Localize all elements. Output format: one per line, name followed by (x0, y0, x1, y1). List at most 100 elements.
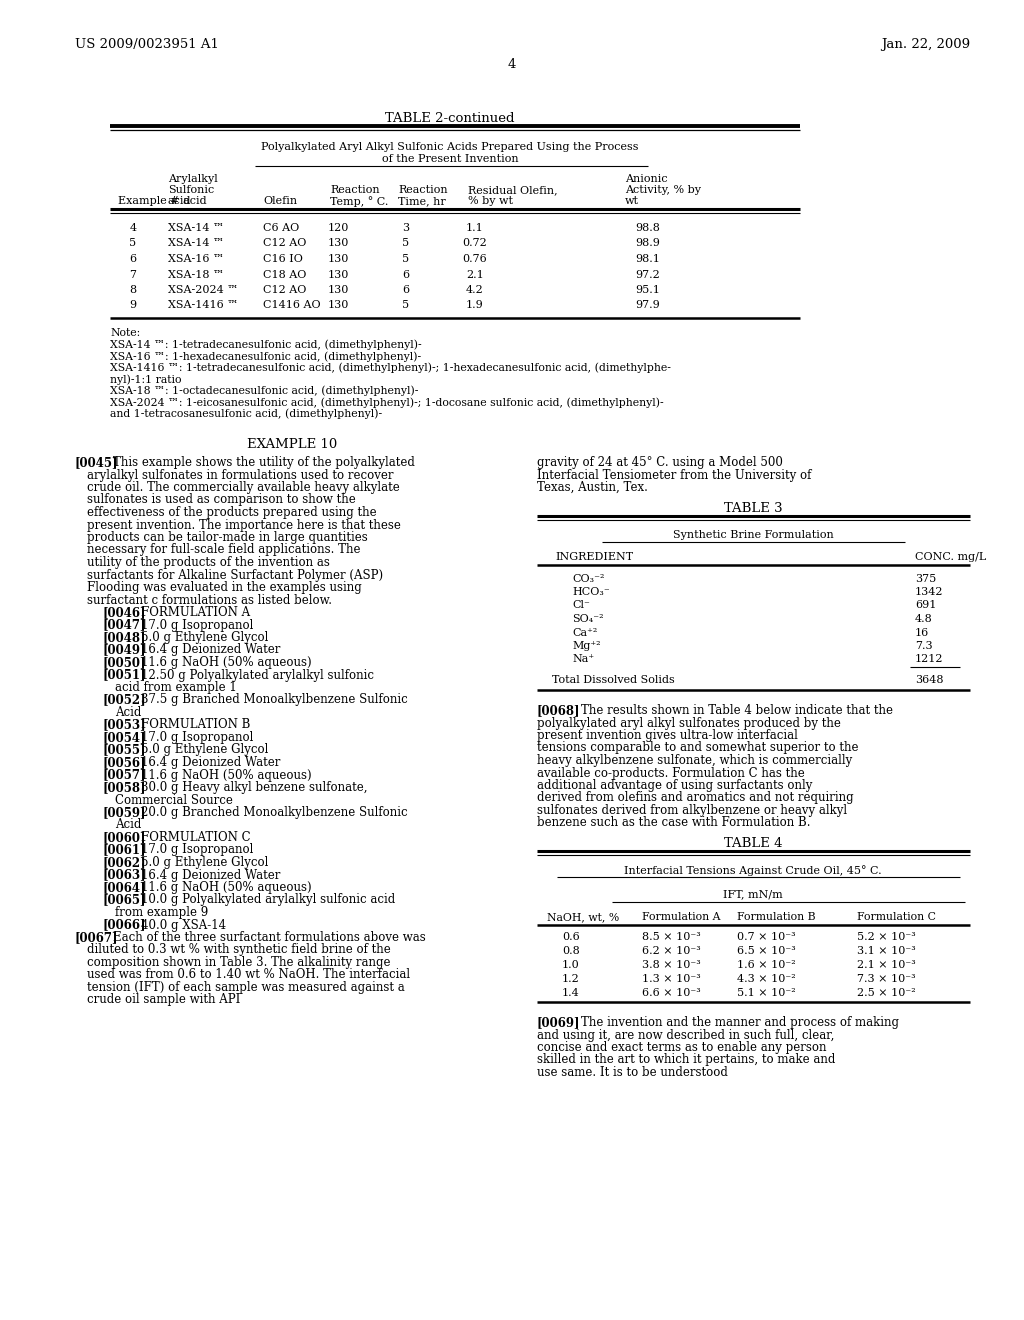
Text: tensions comparable to and somewhat superior to the: tensions comparable to and somewhat supe… (537, 742, 858, 755)
Text: 5.0 g Ethylene Glycol: 5.0 g Ethylene Glycol (141, 855, 268, 869)
Text: C6 AO: C6 AO (263, 223, 299, 234)
Text: [0054]: [0054] (103, 731, 146, 744)
Text: gravity of 24 at 45° C. using a Model 500: gravity of 24 at 45° C. using a Model 50… (537, 455, 783, 469)
Text: 7.3: 7.3 (915, 642, 933, 651)
Text: composition shown in Table 3. The alkalinity range: composition shown in Table 3. The alkali… (87, 956, 390, 969)
Text: 6.2 × 10⁻³: 6.2 × 10⁻³ (642, 946, 700, 956)
Text: XSA-16 ™: 1-hexadecanesulfonic acid, (dimethylphenyl)-: XSA-16 ™: 1-hexadecanesulfonic acid, (di… (110, 351, 421, 362)
Text: [0065]: [0065] (103, 894, 146, 907)
Text: XSA-14 ™: 1-tetradecanesulfonic acid, (dimethylphenyl)-: XSA-14 ™: 1-tetradecanesulfonic acid, (d… (110, 339, 422, 350)
Text: use same. It is to be understood: use same. It is to be understood (537, 1067, 728, 1078)
Text: 6: 6 (402, 269, 410, 280)
Text: Olefin: Olefin (263, 195, 297, 206)
Text: 3648: 3648 (915, 675, 943, 685)
Text: 5: 5 (402, 301, 410, 310)
Text: Ca⁺²: Ca⁺² (572, 627, 597, 638)
Text: CO₃⁻²: CO₃⁻² (572, 573, 604, 583)
Text: 1.9: 1.9 (466, 301, 484, 310)
Text: XSA-2024 ™: 1-eicosanesulfonic acid, (dimethylphenyl)-; 1-docosane sulfonic acid: XSA-2024 ™: 1-eicosanesulfonic acid, (di… (110, 397, 664, 408)
Text: XSA-1416 ™: XSA-1416 ™ (168, 301, 239, 310)
Text: TABLE 2-continued: TABLE 2-continued (385, 112, 515, 125)
Text: 0.72: 0.72 (463, 239, 487, 248)
Text: [0068]: [0068] (537, 704, 581, 717)
Text: 6: 6 (129, 253, 136, 264)
Text: 11.6 g NaOH (50% aqueous): 11.6 g NaOH (50% aqueous) (141, 880, 311, 894)
Text: 130: 130 (328, 269, 349, 280)
Text: of the Present Invention: of the Present Invention (382, 154, 518, 164)
Text: Interfacial Tensions Against Crude Oil, 45° C.: Interfacial Tensions Against Crude Oil, … (625, 865, 882, 876)
Text: 4.2: 4.2 (466, 285, 484, 294)
Text: Formulation C: Formulation C (857, 912, 936, 921)
Text: C18 AO: C18 AO (263, 269, 306, 280)
Text: 20.0 g Branched Monoalkylbenzene Sulfonic: 20.0 g Branched Monoalkylbenzene Sulfoni… (141, 807, 408, 818)
Text: 4.3 × 10⁻²: 4.3 × 10⁻² (737, 974, 796, 983)
Text: surfactant c formulations as listed below.: surfactant c formulations as listed belo… (87, 594, 332, 606)
Text: Reaction: Reaction (398, 185, 447, 195)
Text: Cl⁻: Cl⁻ (572, 601, 590, 610)
Text: present invention gives ultra-low interfacial: present invention gives ultra-low interf… (537, 729, 798, 742)
Text: Arylalkyl: Arylalkyl (168, 174, 218, 183)
Text: 130: 130 (328, 285, 349, 294)
Text: Example # acid: Example # acid (118, 195, 207, 206)
Text: XSA-16 ™: XSA-16 ™ (168, 253, 224, 264)
Text: TABLE 4: TABLE 4 (724, 837, 782, 850)
Text: 120: 120 (328, 223, 349, 234)
Text: FORMULATION B: FORMULATION B (141, 718, 251, 731)
Text: The results shown in Table 4 below indicate that the: The results shown in Table 4 below indic… (581, 704, 893, 717)
Text: Acid: Acid (115, 706, 141, 719)
Text: US 2009/0023951 A1: US 2009/0023951 A1 (75, 38, 219, 51)
Text: 7.3 × 10⁻³: 7.3 × 10⁻³ (857, 974, 915, 983)
Text: Each of the three surfactant formulations above was: Each of the three surfactant formulation… (113, 931, 426, 944)
Text: XSA-14 ™: XSA-14 ™ (168, 223, 224, 234)
Text: 5: 5 (402, 239, 410, 248)
Text: 5: 5 (129, 239, 136, 248)
Text: polyalkylated aryl alkyl sulfonates produced by the: polyalkylated aryl alkyl sulfonates prod… (537, 717, 841, 730)
Text: 11.6 g NaOH (50% aqueous): 11.6 g NaOH (50% aqueous) (141, 656, 311, 669)
Text: [0053]: [0053] (103, 718, 146, 731)
Text: 0.76: 0.76 (463, 253, 487, 264)
Text: 3: 3 (402, 223, 410, 234)
Text: derived from olefins and aromatics and not requiring: derived from olefins and aromatics and n… (537, 792, 854, 804)
Text: Reaction: Reaction (330, 185, 380, 195)
Text: 97.2: 97.2 (636, 269, 660, 280)
Text: Anionic: Anionic (625, 174, 668, 183)
Text: [0056]: [0056] (103, 756, 146, 770)
Text: 8: 8 (129, 285, 136, 294)
Text: XSA-1416 ™: 1-tetradecanesulfonic acid, (dimethylphenyl)-; 1-hexadecanesulfonic : XSA-1416 ™: 1-tetradecanesulfonic acid, … (110, 363, 671, 374)
Text: 3.1 × 10⁻³: 3.1 × 10⁻³ (857, 946, 915, 956)
Text: 4: 4 (508, 58, 516, 71)
Text: 1.0: 1.0 (562, 960, 580, 970)
Text: 5.1 × 10⁻²: 5.1 × 10⁻² (737, 987, 796, 998)
Text: utility of the products of the invention as: utility of the products of the invention… (87, 556, 330, 569)
Text: C16 IO: C16 IO (263, 253, 303, 264)
Text: 1.3 × 10⁻³: 1.3 × 10⁻³ (642, 974, 700, 983)
Text: and 1-tetracosanesulfonic acid, (dimethylphenyl)-: and 1-tetracosanesulfonic acid, (dimethy… (110, 408, 382, 418)
Text: Commercial Source: Commercial Source (115, 793, 232, 807)
Text: Interfacial Tensiometer from the University of: Interfacial Tensiometer from the Univers… (537, 469, 811, 482)
Text: EXAMPLE 10: EXAMPLE 10 (247, 438, 337, 451)
Text: and using it, are now described in such full, clear,: and using it, are now described in such … (537, 1028, 835, 1041)
Text: C12 AO: C12 AO (263, 285, 306, 294)
Text: Flooding was evaluated in the examples using: Flooding was evaluated in the examples u… (87, 581, 361, 594)
Text: Synthetic Brine Formulation: Synthetic Brine Formulation (673, 529, 834, 540)
Text: crude oil. The commercially available heavy alkylate: crude oil. The commercially available he… (87, 480, 399, 494)
Text: 5: 5 (402, 253, 410, 264)
Text: IFT, mN/m: IFT, mN/m (723, 888, 783, 899)
Text: [0057]: [0057] (103, 768, 146, 781)
Text: 9: 9 (129, 301, 136, 310)
Text: 1.4: 1.4 (562, 987, 580, 998)
Text: Polyalkylated Aryl Alkyl Sulfonic Acids Prepared Using the Process: Polyalkylated Aryl Alkyl Sulfonic Acids … (261, 143, 639, 152)
Text: HCO₃⁻: HCO₃⁻ (572, 587, 609, 597)
Text: C1416 AO: C1416 AO (263, 301, 321, 310)
Text: 11.6 g NaOH (50% aqueous): 11.6 g NaOH (50% aqueous) (141, 768, 311, 781)
Text: INGREDIENT: INGREDIENT (555, 552, 633, 561)
Text: [0046]: [0046] (103, 606, 146, 619)
Text: [0069]: [0069] (537, 1016, 581, 1030)
Text: XSA-18 ™: 1-octadecanesulfonic acid, (dimethylphenyl)-: XSA-18 ™: 1-octadecanesulfonic acid, (di… (110, 385, 419, 396)
Text: NaOH, wt, %: NaOH, wt, % (547, 912, 620, 921)
Text: 98.8: 98.8 (636, 223, 660, 234)
Text: C12 AO: C12 AO (263, 239, 306, 248)
Text: effectiveness of the products prepared using the: effectiveness of the products prepared u… (87, 506, 377, 519)
Text: wt: wt (625, 195, 639, 206)
Text: sulfonates derived from alkylbenzene or heavy alkyl: sulfonates derived from alkylbenzene or … (537, 804, 847, 817)
